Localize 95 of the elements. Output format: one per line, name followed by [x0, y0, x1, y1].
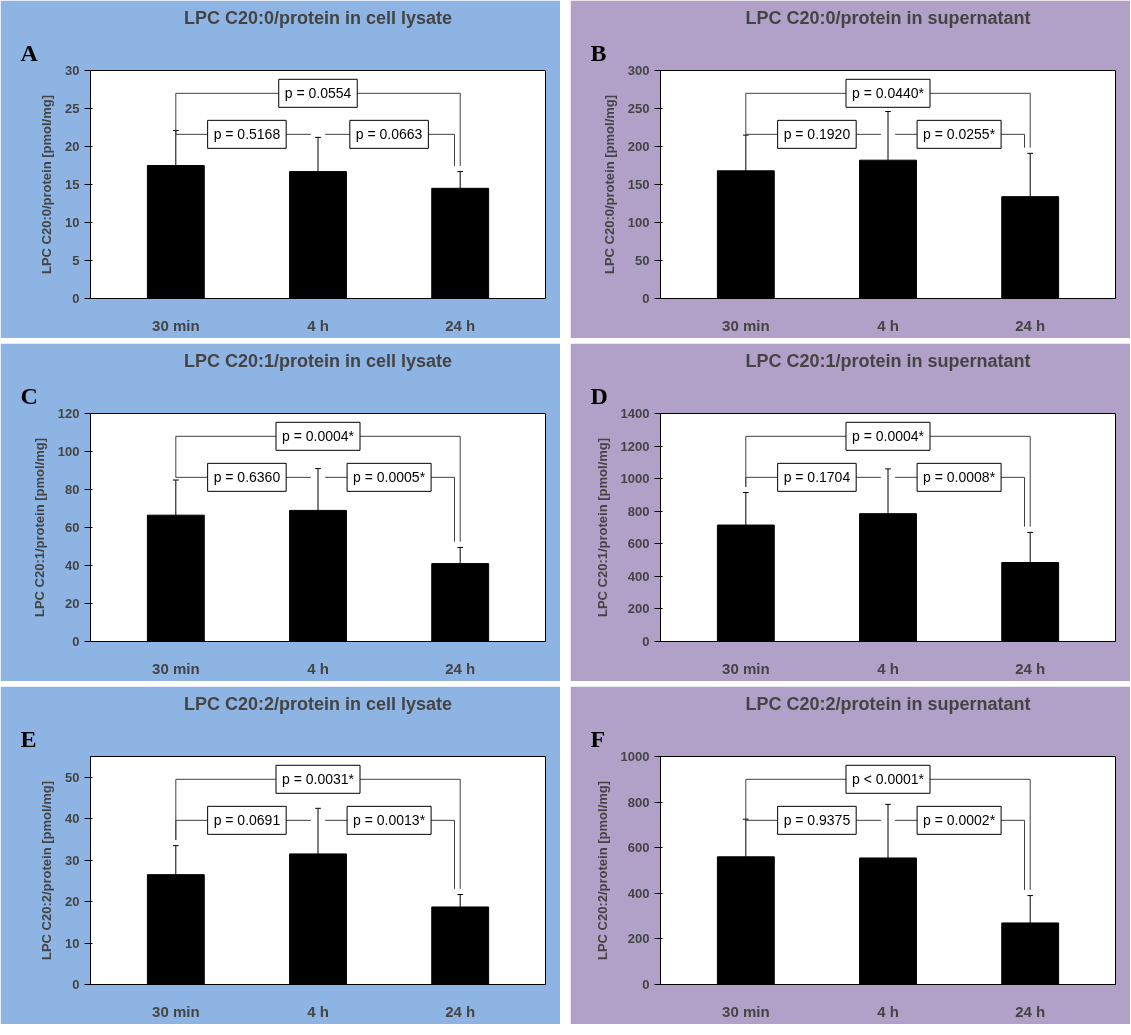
y-tick-label: 200	[627, 601, 650, 617]
annotation: p = 0.0440*	[852, 85, 925, 102]
annotation: p = 0.0663	[355, 126, 423, 143]
y-tick-label: 0	[642, 634, 650, 649]
x-tick-label: 30 min	[722, 659, 770, 677]
x-tick-label: 30 min	[152, 316, 200, 334]
chart-title: LPC C20:0/protein in supernatant	[745, 7, 1031, 28]
x-tick-label: 24 h	[445, 1002, 476, 1020]
chart-title: LPC C20:1/protein in cell lysate	[183, 350, 453, 371]
text: D	[590, 382, 608, 409]
x-tick-label: 24 h	[1015, 1002, 1046, 1020]
annotation: p = 0.0002*	[923, 812, 996, 829]
y-tick-label: 0	[72, 291, 80, 306]
x-tick-label: 30 min	[152, 659, 200, 677]
y-axis-title: LPC C20:2/protein [pmol/mg]	[594, 780, 610, 961]
y-tick-label: 300	[627, 63, 650, 78]
text: A	[20, 39, 39, 66]
y-tick-label: 40	[65, 558, 80, 573]
x-tick-label: 30 min	[722, 316, 770, 334]
annotation: p < 0.0001*	[852, 771, 925, 788]
y-tick-label: 10	[65, 215, 80, 230]
y-tick-label: 150	[627, 177, 650, 192]
chart-title: LPC C20:2/protein in supernatant	[745, 693, 1031, 714]
y-tick-label: 60	[65, 520, 80, 535]
y-axis-title: LPC C20:0/protein [pmol/mg]	[601, 94, 617, 275]
y-tick-label: 120	[57, 406, 80, 421]
chart-title: LPC C20:0/protein in cell lysate	[183, 7, 453, 28]
chart-title: LPC C20:1/protein in supernatant	[745, 350, 1031, 371]
chart-title: LPC C20:2/protein in cell lysate	[183, 693, 453, 714]
y-tick-label: 800	[627, 503, 650, 519]
x-tick-label: 30 min	[152, 1002, 200, 1020]
annotation: p = 0.0031*	[282, 771, 355, 788]
y-tick-label: 800	[627, 794, 650, 810]
text: B	[590, 39, 607, 66]
annotation: p = 0.6360	[213, 469, 281, 486]
x-tick-label: 24 h	[1015, 316, 1046, 334]
annotation: p = 0.0255*	[923, 126, 996, 143]
y-tick-label: 80	[65, 482, 80, 497]
y-tick-label: 40	[65, 811, 80, 827]
y-axis-title: LPC C20:0/protein [pmol/mg]	[39, 94, 55, 275]
x-tick-label: 24 h	[445, 316, 476, 334]
annotation: p = 0.0008*	[923, 469, 996, 486]
y-tick-label: 20	[65, 139, 80, 154]
y-tick-label: 100	[57, 444, 80, 459]
y-tick-label: 0	[72, 634, 80, 649]
y-tick-label: 1200	[620, 438, 650, 454]
y-tick-label: 0	[642, 977, 650, 992]
y-axis-title: LPC C20:1/protein [pmol/mg]	[594, 437, 610, 618]
annotation: p = 0.1920	[783, 126, 851, 143]
y-tick-label: 400	[627, 885, 650, 901]
y-tick-label: 1000	[620, 749, 650, 764]
y-tick-label: 1000	[620, 471, 650, 487]
y-tick-label: 200	[627, 139, 650, 154]
y-tick-label: 0	[72, 977, 80, 992]
x-tick-label: 24 h	[445, 659, 476, 677]
x-tick-label: 4 h	[307, 1002, 329, 1020]
text: F	[590, 725, 606, 752]
x-tick-label: 4 h	[877, 316, 899, 334]
x-tick-label: 24 h	[1015, 659, 1046, 677]
y-tick-label: 30	[65, 63, 80, 78]
y-axis-title: LPC C20:2/protein [pmol/mg]	[39, 780, 55, 961]
annotation: p = 0.9375	[783, 812, 851, 829]
x-tick-label: 4 h	[307, 659, 329, 677]
y-tick-label: 10	[65, 935, 80, 951]
text: C	[20, 382, 38, 409]
y-tick-label: 400	[627, 568, 650, 584]
y-tick-label: 600	[627, 536, 650, 552]
y-tick-label: 50	[635, 253, 650, 268]
annotation: p = 0.0005*	[353, 469, 426, 486]
y-tick-label: 30	[65, 852, 80, 868]
y-tick-label: 50	[65, 769, 80, 785]
annotation: p = 0.0004*	[852, 428, 925, 445]
y-tick-label: 15	[65, 177, 80, 192]
y-tick-label: 250	[627, 101, 650, 116]
y-tick-label: 0	[642, 291, 650, 306]
x-tick-label: 4 h	[307, 316, 329, 334]
x-tick-label: 30 min	[722, 1002, 770, 1020]
y-tick-label: 25	[65, 101, 80, 116]
annotation: p = 0.0691	[213, 812, 281, 829]
x-tick-label: 4 h	[877, 1002, 899, 1020]
y-tick-label: 5	[72, 253, 80, 268]
annotation: p = 0.5168	[213, 126, 281, 143]
annotation: p = 0.0004*	[282, 428, 355, 445]
y-tick-label: 1400	[620, 406, 650, 421]
x-tick-label: 4 h	[877, 659, 899, 677]
y-tick-label: 20	[65, 596, 80, 611]
annotation: p = 0.0554	[284, 85, 352, 102]
y-tick-label: 100	[627, 215, 650, 230]
y-tick-label: 600	[627, 840, 650, 856]
annotation: p = 0.0013*	[353, 812, 426, 829]
y-tick-label: 200	[627, 931, 650, 947]
text: E	[20, 725, 37, 752]
y-tick-label: 20	[65, 894, 80, 910]
y-axis-title: LPC C20:1/protein [pmol/mg]	[31, 437, 47, 618]
annotation: p = 0.1704	[783, 469, 851, 486]
